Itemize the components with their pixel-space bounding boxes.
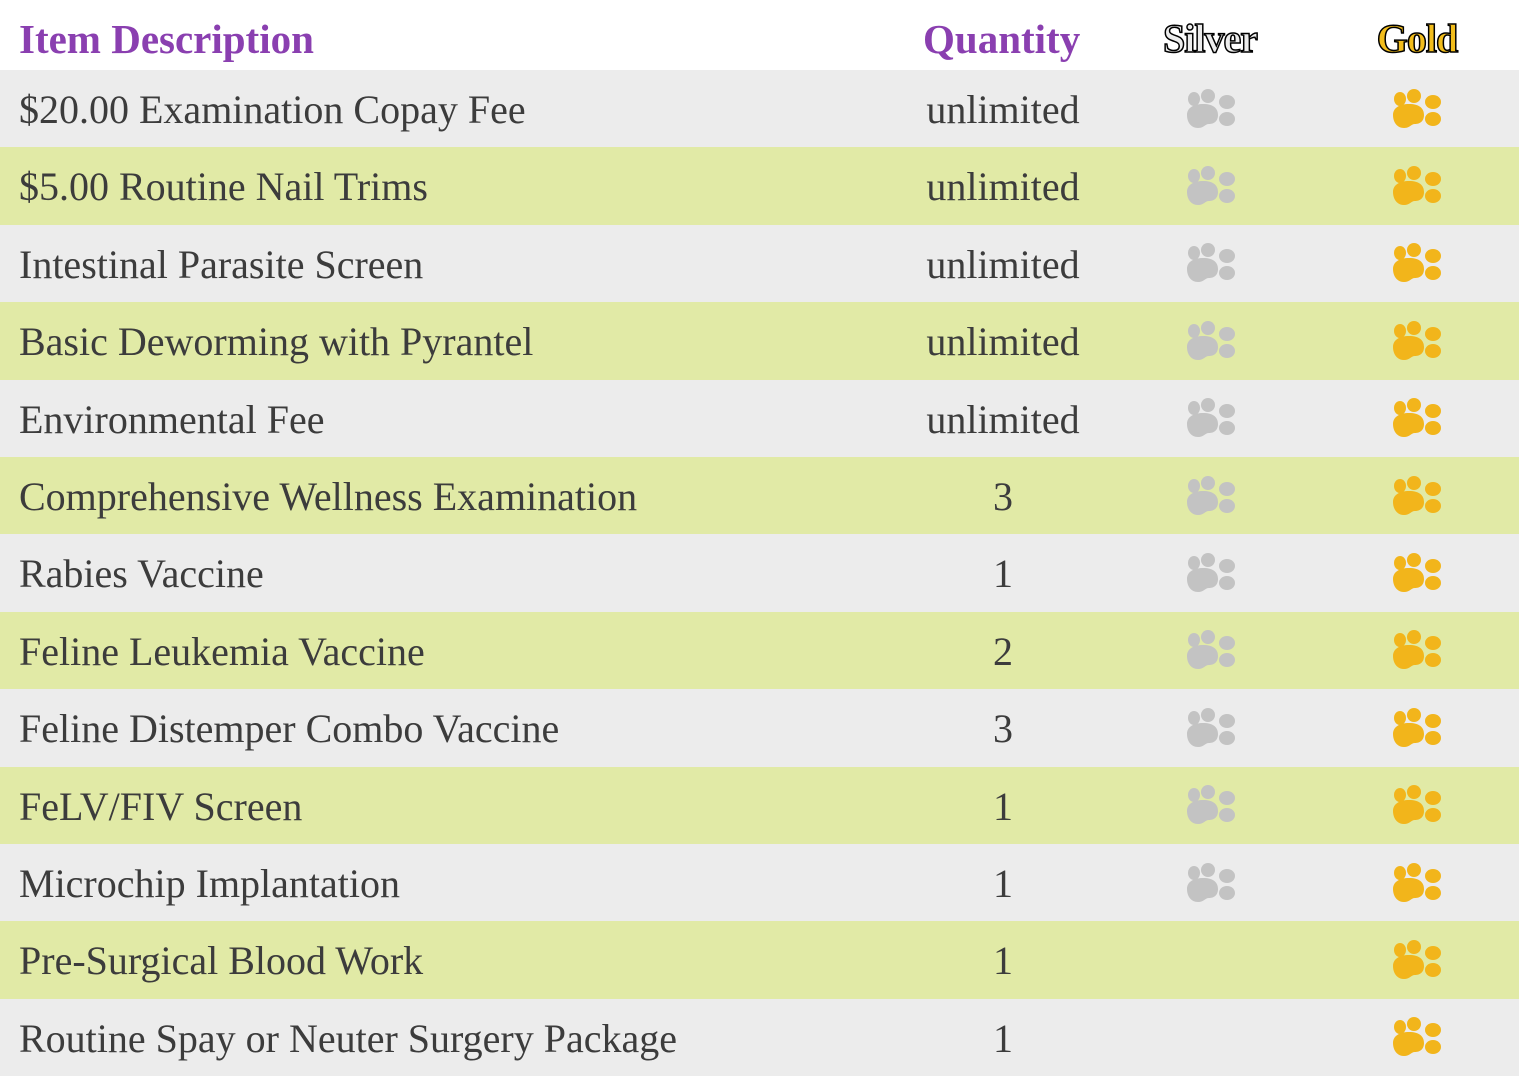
- silver-included-cell: [1160, 534, 1260, 611]
- item-quantity: unlimited: [926, 87, 1080, 132]
- item-description: Microchip Implantation: [19, 860, 401, 906]
- gold-included-cell: [1366, 147, 1466, 224]
- gold-paw-icon: [1393, 166, 1441, 206]
- gold-included-cell: [1366, 767, 1466, 844]
- item-quantity: 3: [993, 473, 1013, 519]
- item-description: Environmental Fee: [19, 396, 325, 442]
- silver-paw-icon: [1187, 166, 1235, 206]
- gold-included-cell: [1366, 689, 1466, 766]
- silver-paw-icon: [1187, 243, 1235, 283]
- table-row: Microchip Implantation 1: [0, 843, 1519, 922]
- item-description: FeLV/FIV Screen: [19, 783, 303, 829]
- item-description: Feline Leukemia Vaccine: [19, 628, 425, 674]
- gold-included-cell: [1366, 999, 1466, 1076]
- item-description: Rabies Vaccine: [19, 551, 264, 597]
- header-gold-plan: Gold: [1376, 15, 1459, 62]
- silver-included-cell: [1160, 689, 1260, 766]
- gold-paw-icon: [1393, 88, 1441, 128]
- item-quantity: unlimited: [926, 319, 1080, 365]
- gold-included-cell: [1366, 612, 1466, 689]
- item-description: Pre-Surgical Blood Work: [19, 938, 424, 984]
- table-row: Routine Spay or Neuter Surgery Package 1: [0, 998, 1519, 1077]
- header-quantity: Quantity: [923, 16, 1081, 62]
- item-description: Comprehensive Wellness Examination: [19, 473, 638, 519]
- gold-included-cell: [1366, 225, 1466, 302]
- table-row: Environmental Fee unlimited: [0, 379, 1519, 457]
- item-quantity: 3: [993, 706, 1013, 752]
- gold-paw-icon: [1393, 630, 1441, 670]
- silver-paw-icon: [1187, 398, 1235, 438]
- gold-paw-icon: [1393, 398, 1441, 438]
- gold-paw-icon: [1393, 707, 1441, 747]
- silver-included-cell: [1160, 457, 1260, 534]
- item-quantity: unlimited: [926, 396, 1080, 442]
- item-description: Routine Spay or Neuter Surgery Package: [19, 1015, 677, 1061]
- table-row: Basic Deworming with Pyrantel unlimited: [0, 302, 1519, 380]
- gold-paw-icon: [1393, 553, 1441, 593]
- gold-paw-icon: [1393, 862, 1441, 902]
- table-row: FeLV/FIV Screen 1: [0, 766, 1519, 844]
- silver-paw-icon: [1187, 707, 1235, 747]
- table-row: $20.00 Examination Copay Fee unlimited: [0, 70, 1519, 148]
- gold-paw-icon: [1393, 243, 1441, 283]
- table-row: Comprehensive Wellness Examination 3: [0, 456, 1519, 535]
- silver-included-cell: [1160, 921, 1260, 998]
- gold-paw-icon: [1393, 1017, 1441, 1057]
- gold-paw-icon: [1393, 785, 1441, 825]
- item-quantity: 1: [993, 783, 1013, 829]
- silver-paw-icon: [1187, 475, 1235, 515]
- item-quantity: 1: [993, 551, 1013, 597]
- silver-paw-icon: [1187, 785, 1235, 825]
- item-quantity: unlimited: [926, 164, 1080, 210]
- item-quantity: 1: [993, 860, 1013, 906]
- item-description: Basic Deworming with Pyrantel: [19, 319, 534, 365]
- silver-included-cell: [1160, 767, 1260, 844]
- gold-included-cell: [1366, 70, 1466, 147]
- gold-included-cell: [1366, 921, 1466, 998]
- silver-paw-icon: [1187, 862, 1235, 902]
- item-quantity: 1: [993, 1015, 1013, 1061]
- gold-included-cell: [1366, 844, 1466, 921]
- item-description: Feline Distemper Combo Vaccine: [19, 706, 560, 752]
- silver-paw-icon: [1187, 630, 1235, 670]
- silver-paw-icon: [1187, 320, 1235, 360]
- table-row: $5.00 Routine Nail Trims unlimited: [0, 147, 1519, 225]
- table-row: Feline Leukemia Vaccine 2: [0, 611, 1519, 690]
- item-quantity: 1: [993, 938, 1013, 984]
- item-description: $20.00 Examination Copay Fee: [19, 87, 526, 132]
- silver-included-cell: [1160, 380, 1260, 457]
- table-row: Rabies Vaccine 1: [0, 534, 1519, 612]
- silver-included-cell: [1160, 612, 1260, 689]
- table-row: Feline Distemper Combo Vaccine 3: [0, 689, 1519, 767]
- item-quantity: unlimited: [926, 241, 1080, 287]
- gold-paw-icon: [1393, 475, 1441, 515]
- header-item-description: Item Description: [19, 16, 314, 62]
- gold-included-cell: [1366, 302, 1466, 379]
- silver-included-cell: [1160, 844, 1260, 921]
- silver-included-cell: [1160, 302, 1260, 379]
- table-row: Intestinal Parasite Screen unlimited: [0, 224, 1519, 303]
- item-description: $5.00 Routine Nail Trims: [19, 164, 428, 210]
- silver-included-cell: [1160, 147, 1260, 224]
- silver-included-cell: [1160, 70, 1260, 147]
- table-header: Item Description Quantity Silver Gold: [0, 0, 1519, 70]
- gold-included-cell: [1366, 380, 1466, 457]
- gold-included-cell: [1366, 534, 1466, 611]
- table-row: Pre-Surgical Blood Work 1: [0, 921, 1519, 999]
- silver-included-cell: [1160, 225, 1260, 302]
- silver-included-cell: [1160, 999, 1260, 1076]
- gold-paw-icon: [1393, 320, 1441, 360]
- gold-included-cell: [1366, 457, 1466, 534]
- item-description: Intestinal Parasite Screen: [19, 241, 424, 287]
- silver-paw-icon: [1187, 88, 1235, 128]
- item-quantity: 2: [993, 628, 1013, 674]
- silver-paw-icon: [1187, 553, 1235, 593]
- gold-paw-icon: [1393, 939, 1441, 979]
- header-silver-plan: Silver: [1162, 15, 1258, 62]
- table-body: $20.00 Examination Copay Fee unlimited $5.…: [0, 70, 1519, 1077]
